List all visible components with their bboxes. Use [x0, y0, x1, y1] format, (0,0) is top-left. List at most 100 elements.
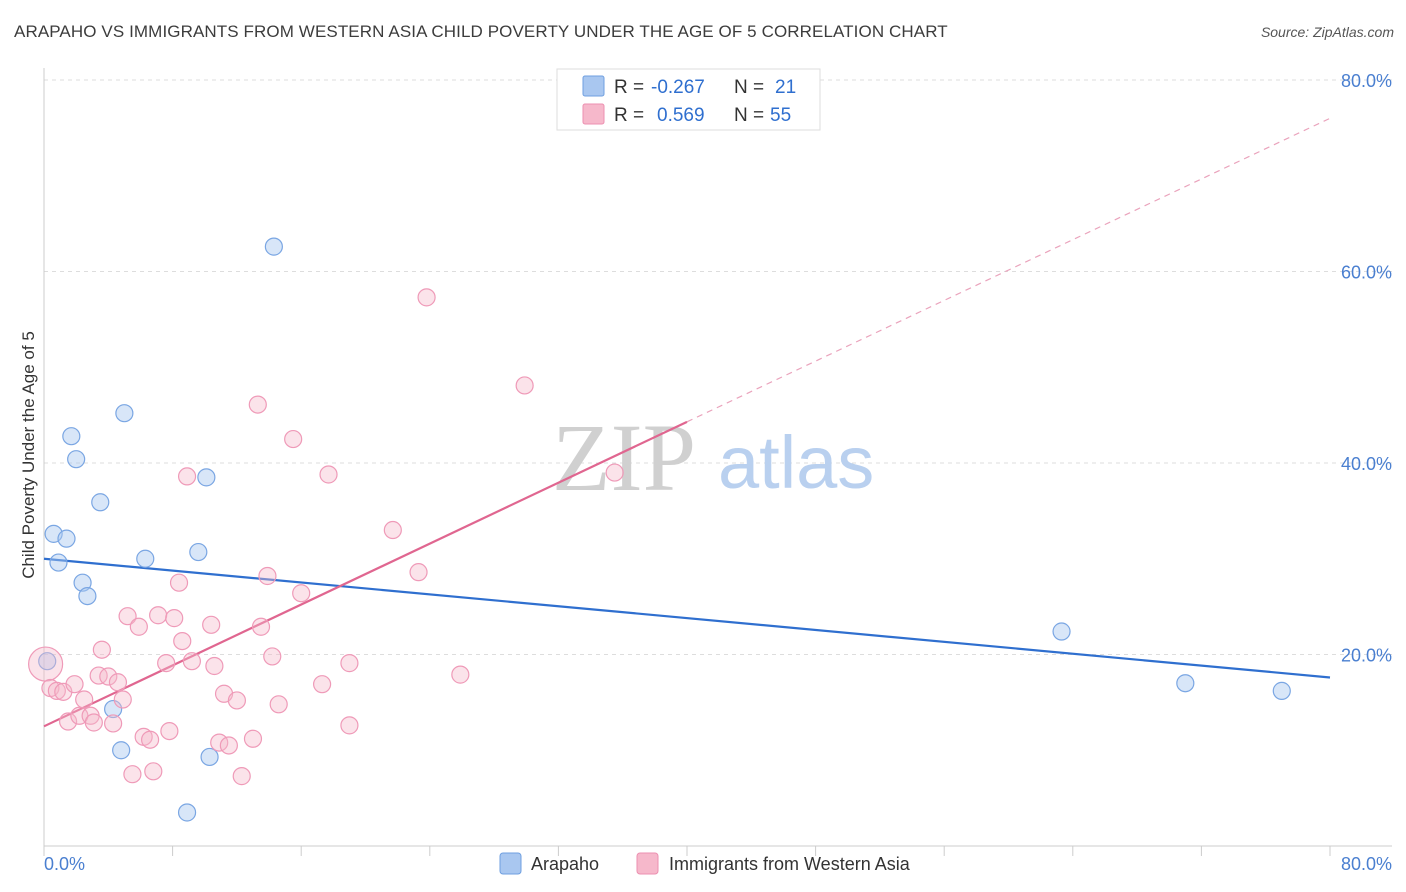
- y-tick-label-40: 40.0%: [1341, 454, 1392, 474]
- western-asia-point: [205, 656, 224, 676]
- arapaho-point: [91, 493, 110, 512]
- arapaho-point: [136, 549, 155, 568]
- western-asia-point: [65, 675, 84, 694]
- western-asia-point: [605, 463, 624, 482]
- arapaho-point: [200, 747, 219, 767]
- western-asia-point: [149, 606, 168, 625]
- western-asia-point: [165, 609, 184, 628]
- axes: [43, 68, 1392, 856]
- legend-r-label-blue: R =: [614, 77, 644, 98]
- arapaho-point: [197, 468, 216, 487]
- trend-lines: [43, 117, 1331, 728]
- legend-n-value-blue: 21: [775, 77, 796, 98]
- western-asia-point: [319, 465, 338, 484]
- legend-n-value-pink: 55: [770, 105, 791, 126]
- western-asia-point: [75, 690, 94, 709]
- data-points: [28, 237, 1291, 822]
- x-tick-label-max: 80.0%: [1341, 854, 1392, 874]
- watermark-zip: ZIP: [552, 404, 696, 511]
- arapaho-point: [1176, 674, 1195, 693]
- legend-r-value-blue: -0.267: [651, 77, 705, 98]
- western-asia-point: [515, 376, 534, 395]
- legend-r-label-pink: R =: [614, 105, 644, 126]
- western-asia-point: [89, 666, 108, 685]
- y-axis-title: Child Poverty Under the Age of 5: [19, 331, 38, 579]
- western-asia-point: [243, 729, 263, 748]
- y-tick-label-80: 80.0%: [1341, 71, 1392, 91]
- source-label: Source: ZipAtlas.com: [1260, 24, 1394, 40]
- western-asia-trend-line: [43, 420, 688, 728]
- stats-legend: R = -0.267 N = 21 R = 0.569 N = 55: [556, 68, 821, 131]
- x-tick-label-min: 0.0%: [44, 854, 85, 874]
- western-asia-point: [202, 615, 221, 634]
- arapaho-point: [104, 699, 123, 719]
- western-asia-point: [177, 467, 197, 486]
- western-asia-point: [157, 654, 176, 673]
- western-asia-point: [451, 665, 470, 684]
- western-asia-point: [169, 573, 189, 592]
- western-asia-point: [123, 765, 142, 784]
- arapaho-point: [1052, 622, 1071, 641]
- western-asia-point: [340, 654, 359, 673]
- western-asia-point: [219, 736, 238, 755]
- western-asia-point: [84, 713, 103, 732]
- western-asia-point: [28, 646, 64, 682]
- arapaho-point: [177, 803, 197, 822]
- western-asia-point: [340, 716, 359, 735]
- series-legend: Arapaho Immigrants from Western Asia: [499, 852, 911, 875]
- legend-n-label-blue: N =: [734, 77, 764, 98]
- legend-r-value-pink: 0.569: [657, 105, 705, 126]
- arapaho-point: [112, 741, 131, 760]
- watermark-atlas: atlas: [718, 421, 874, 504]
- arapaho-point: [189, 542, 208, 562]
- series-legend-label-western-asia: Immigrants from Western Asia: [669, 854, 911, 874]
- series-legend-label-arapaho: Arapaho: [531, 854, 599, 874]
- western-asia-point: [47, 681, 66, 700]
- legend-swatch-blue: [582, 75, 605, 97]
- chart-title: ARAPAHO VS IMMIGRANTS FROM WESTERN ASIA …: [14, 22, 948, 41]
- arapaho-point: [67, 450, 86, 469]
- western-asia-point: [182, 652, 201, 671]
- arapaho-point: [73, 573, 92, 592]
- arapaho-trend-line: [43, 557, 1331, 679]
- series-legend-swatch-arapaho: [499, 852, 522, 875]
- y-tick-label-20: 20.0%: [1341, 646, 1392, 666]
- western-asia-point: [417, 288, 436, 307]
- arapaho-point: [62, 427, 81, 446]
- arapaho-point: [1272, 681, 1291, 700]
- western-asia-point: [144, 762, 163, 781]
- western-asia-point: [292, 584, 311, 603]
- western-asia-point: [383, 520, 402, 540]
- western-asia-point: [258, 566, 277, 586]
- legend-swatch-pink: [582, 103, 605, 125]
- western-asia-point: [129, 617, 148, 636]
- arapaho-point: [49, 553, 68, 572]
- western-asia-point: [251, 617, 271, 636]
- western-asia-point: [108, 673, 128, 692]
- western-asia-point: [263, 647, 282, 666]
- western-asia-point: [173, 631, 192, 651]
- western-asia-point: [99, 667, 118, 686]
- tick-labels: 20.0% 40.0% 60.0% 80.0% 0.0% 80.0%: [44, 71, 1392, 874]
- western-asia-point: [160, 721, 179, 741]
- western-asia-point: [59, 712, 78, 731]
- y-tick-label-60: 60.0%: [1341, 263, 1392, 283]
- arapaho-point: [57, 529, 76, 548]
- series-legend-swatch-western-asia: [636, 852, 659, 875]
- arapaho-point: [115, 404, 134, 423]
- arapaho-point: [264, 237, 283, 256]
- arapaho-point: [38, 652, 57, 671]
- western-asia-point: [269, 695, 288, 714]
- western-asia-point: [113, 690, 132, 709]
- western-asia-point: [312, 675, 332, 694]
- western-asia-point: [140, 730, 160, 749]
- western-asia-point: [232, 767, 251, 786]
- western-asia-point: [227, 691, 246, 710]
- western-asia-point: [118, 607, 137, 626]
- western-asia-trend-extension: [686, 117, 1331, 423]
- legend-n-label-pink: N =: [734, 105, 764, 126]
- western-asia-point: [92, 640, 111, 659]
- western-asia-point: [284, 429, 303, 449]
- arapaho-point: [78, 586, 97, 606]
